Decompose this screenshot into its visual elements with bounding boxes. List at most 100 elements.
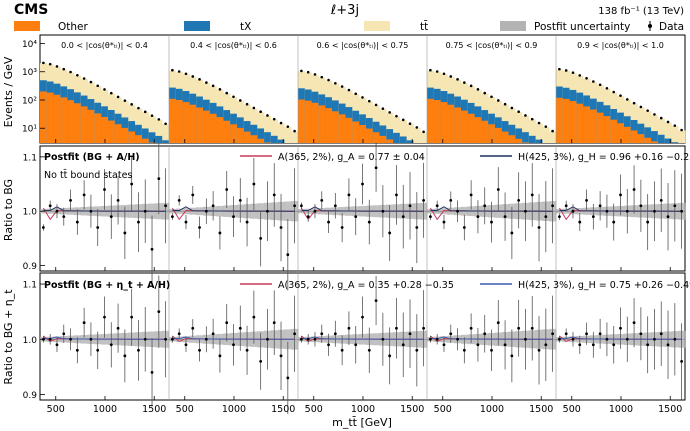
- data-point: [496, 99, 500, 102]
- mid-data-point: [598, 204, 602, 208]
- data-point: [510, 106, 514, 110]
- mid-data-point: [143, 209, 147, 213]
- mid-data-point: [333, 204, 337, 208]
- bot-y-tick-label: 1.0: [23, 336, 38, 346]
- lumi-label: 138 fb⁻¹ (13 TeV): [598, 6, 684, 17]
- ttbar-bar: [386, 112, 394, 143]
- mid-data-point: [557, 215, 561, 219]
- data-point: [48, 62, 52, 66]
- ttbar-bar: [664, 122, 672, 143]
- mid-data-point: [625, 209, 629, 213]
- other-bar: [236, 127, 244, 143]
- ttbar-bar: [657, 118, 665, 143]
- mid-data-point: [415, 226, 419, 229]
- data-point: [109, 91, 113, 95]
- bot-data-point: [299, 337, 303, 341]
- mid-data-point: [320, 198, 324, 202]
- bot-data-point: [680, 359, 684, 363]
- data-point: [55, 65, 59, 68]
- data-point: [76, 73, 79, 77]
- mid-data-point: [238, 198, 242, 202]
- bot-data-point: [395, 326, 398, 330]
- other-bar: [73, 103, 82, 143]
- panel2-h-label: H(425, 3%), g_H = 0.96 +0.16 −0.25: [518, 152, 690, 163]
- other-bar: [94, 113, 102, 143]
- tx-bar: [379, 125, 387, 143]
- x-tick-label: 500: [47, 404, 65, 415]
- data-point: [150, 114, 154, 117]
- bot-data-point: [150, 370, 154, 374]
- mid-data-point: [612, 220, 616, 224]
- mid-data-point: [469, 193, 473, 197]
- top-y-tick-label: 10²: [22, 96, 37, 106]
- ttbar-bar: [141, 112, 149, 143]
- data-point: [449, 75, 453, 78]
- data-point: [551, 129, 554, 133]
- data-point: [524, 114, 527, 117]
- top-y-axis-title: Events / GeV: [2, 56, 15, 127]
- bot-data-point: [557, 337, 561, 341]
- data-point: [123, 99, 127, 102]
- mid-data-point: [395, 193, 398, 197]
- other-bar: [596, 112, 604, 143]
- mid-data-point: [279, 226, 283, 229]
- data-point: [564, 69, 568, 72]
- bot-data-point: [361, 315, 364, 319]
- data-point: [598, 83, 602, 87]
- data-point: [96, 84, 100, 88]
- mid-data-point: [286, 253, 290, 257]
- mid-data-point: [381, 209, 385, 213]
- bot-data-point: [408, 332, 412, 336]
- bot-data-point: [354, 343, 358, 347]
- angular-bin-label: 0.0 < |cos(θ*ₜₗ)| < 0.4: [61, 41, 148, 50]
- legend-data-marker: [648, 24, 652, 28]
- mid-data-point: [259, 236, 263, 240]
- bot-data-point: [564, 332, 568, 336]
- mid-data-point: [653, 209, 656, 213]
- data-point: [537, 121, 541, 125]
- bot-data-point: [218, 354, 222, 358]
- tx-bar: [386, 129, 394, 143]
- mid-data-point: [245, 220, 249, 224]
- tx-bar: [250, 124, 258, 143]
- mid-data-point: [571, 209, 575, 213]
- other-bar: [196, 107, 204, 143]
- bot-y-axis-title: Ratio to BG + η_t: [2, 289, 15, 385]
- ttbar-bar: [393, 116, 401, 143]
- mid-data-point: [62, 215, 66, 219]
- x-tick-label: 1000: [222, 404, 246, 415]
- mid-data-point: [191, 193, 195, 197]
- bot-data-point: [55, 343, 59, 347]
- legend-swatch-ttbar: [364, 21, 390, 31]
- data-point: [558, 67, 561, 71]
- other-bar: [644, 137, 652, 143]
- mid-data-point: [510, 231, 514, 235]
- other-bar: [338, 114, 346, 143]
- other-bar: [318, 105, 326, 143]
- other-bar: [474, 117, 482, 143]
- mid-data-point: [55, 209, 59, 213]
- other-bar: [562, 98, 570, 143]
- data-point: [456, 78, 459, 81]
- mid-data-point: [103, 188, 106, 191]
- axes: 500 1000 1500 500 1000 1500 500 1000 1500 500 1000…: [22, 35, 682, 415]
- mid-data-point: [232, 215, 235, 219]
- mid-data-point: [130, 182, 134, 186]
- other-bar: [325, 108, 333, 143]
- data-point: [544, 125, 548, 129]
- data-point: [300, 69, 303, 73]
- tx-bar: [522, 132, 530, 143]
- other-bar: [637, 134, 645, 143]
- other-bar: [467, 113, 475, 143]
- angular-bin-label: 0.6 < |cos(θ*ₜₗ)| < 0.75: [317, 41, 409, 50]
- data-point: [483, 91, 487, 95]
- bot-y-tick-label: 0.9: [23, 391, 38, 401]
- mid-data-point: [164, 204, 168, 208]
- mid-data-point: [170, 215, 174, 219]
- bot-data-point: [130, 315, 134, 319]
- other-bar: [40, 91, 48, 143]
- data-point: [673, 124, 677, 127]
- data-point: [116, 95, 120, 99]
- mid-data-point: [48, 204, 52, 208]
- bot-data-point: [530, 326, 534, 330]
